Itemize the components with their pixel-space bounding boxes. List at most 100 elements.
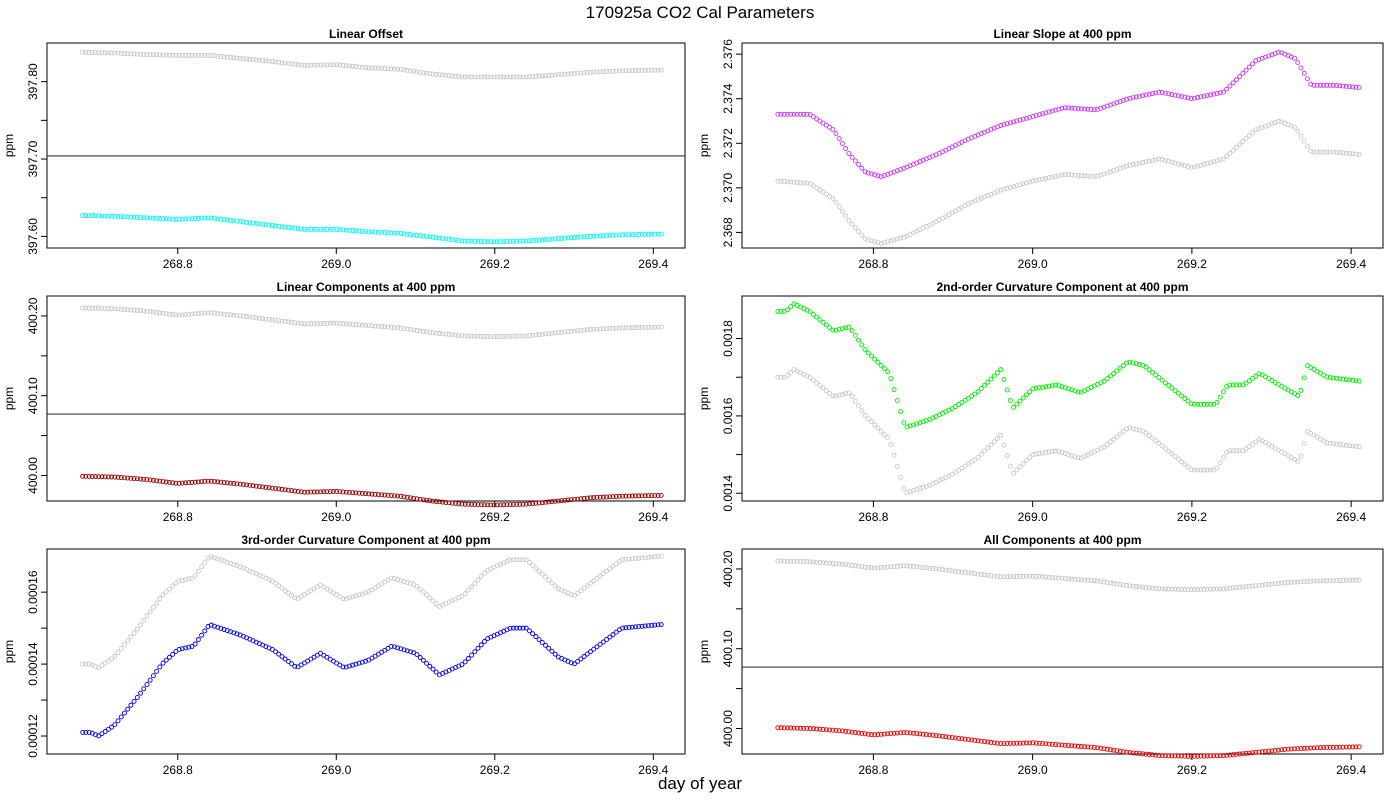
data-point bbox=[102, 474, 108, 480]
data-point bbox=[478, 574, 484, 579]
data-point bbox=[263, 58, 269, 64]
data-point bbox=[940, 567, 945, 573]
data-point bbox=[991, 573, 997, 579]
data-point bbox=[366, 65, 372, 71]
data-point bbox=[836, 204, 842, 210]
data-point bbox=[179, 480, 185, 486]
data-point bbox=[189, 311, 195, 317]
plot-frame bbox=[741, 295, 1384, 502]
data-point bbox=[604, 637, 610, 642]
data-point bbox=[856, 228, 862, 234]
data-point bbox=[266, 58, 272, 64]
data-point bbox=[93, 474, 98, 480]
data-point bbox=[366, 323, 372, 329]
data-point bbox=[830, 327, 836, 333]
data-point bbox=[1114, 434, 1120, 440]
data-point bbox=[459, 333, 465, 339]
data-point bbox=[1007, 184, 1013, 190]
data-point bbox=[1007, 397, 1013, 403]
data-point bbox=[936, 733, 942, 739]
data-point bbox=[340, 489, 346, 495]
data-point bbox=[273, 317, 278, 323]
data-point bbox=[150, 604, 156, 610]
data-point bbox=[144, 52, 150, 58]
data-point bbox=[530, 562, 536, 568]
data-point bbox=[417, 328, 423, 334]
data-point bbox=[282, 224, 288, 230]
data-point bbox=[1250, 61, 1255, 67]
data-point bbox=[154, 215, 160, 221]
data-point bbox=[1020, 461, 1026, 467]
data-point bbox=[128, 475, 134, 481]
data-point bbox=[475, 238, 481, 244]
data-point bbox=[443, 500, 449, 505]
data-point bbox=[623, 625, 629, 631]
data-point bbox=[1049, 108, 1055, 114]
data-point bbox=[865, 565, 871, 570]
data-point bbox=[1072, 388, 1078, 394]
data-point bbox=[440, 72, 446, 78]
data-point bbox=[1001, 574, 1007, 580]
data-point bbox=[80, 661, 86, 667]
data-point bbox=[257, 315, 262, 321]
data-point bbox=[1295, 60, 1301, 65]
data-point bbox=[244, 314, 250, 320]
data-point bbox=[539, 331, 545, 337]
data-point bbox=[408, 327, 413, 332]
data-point bbox=[823, 560, 829, 566]
data-point bbox=[568, 592, 574, 597]
data-point bbox=[118, 475, 124, 481]
data-point bbox=[584, 583, 590, 589]
data-point bbox=[366, 491, 372, 497]
data-point bbox=[1085, 173, 1091, 179]
data-point bbox=[1062, 742, 1068, 748]
data-point bbox=[369, 491, 375, 497]
data-point bbox=[205, 215, 211, 221]
data-point bbox=[1107, 373, 1113, 379]
data-point bbox=[1227, 585, 1233, 591]
data-point bbox=[427, 498, 433, 504]
data-point bbox=[1353, 744, 1359, 750]
data-point bbox=[1159, 753, 1165, 759]
data-point bbox=[565, 235, 571, 241]
data-point bbox=[199, 479, 205, 485]
data-point bbox=[166, 654, 172, 660]
data-point bbox=[424, 497, 430, 503]
data-point bbox=[481, 74, 487, 80]
data-point bbox=[1027, 573, 1033, 579]
data-point bbox=[388, 493, 394, 499]
data-point bbox=[157, 664, 163, 670]
series-1 bbox=[775, 367, 1362, 496]
data-point bbox=[785, 179, 790, 185]
data-point bbox=[1169, 586, 1175, 592]
data-point bbox=[1201, 467, 1207, 473]
data-point bbox=[436, 72, 442, 78]
data-point bbox=[1243, 584, 1249, 590]
data-point bbox=[604, 568, 610, 574]
data-point bbox=[865, 170, 871, 176]
data-point bbox=[327, 62, 333, 68]
data-point bbox=[869, 238, 874, 244]
data-point bbox=[1240, 751, 1246, 757]
data-point bbox=[830, 727, 836, 733]
data-point bbox=[982, 448, 987, 454]
data-point bbox=[263, 316, 269, 322]
data-point bbox=[1124, 163, 1130, 169]
data-point bbox=[1130, 583, 1136, 589]
data-point bbox=[1120, 582, 1126, 588]
data-point bbox=[530, 74, 536, 80]
data-point bbox=[327, 320, 333, 326]
x-tick-label: 269.2 bbox=[480, 257, 510, 271]
data-point bbox=[469, 501, 475, 507]
x-tick-label: 269.4 bbox=[638, 257, 668, 271]
data-point bbox=[1243, 750, 1249, 756]
data-point bbox=[1250, 130, 1255, 136]
data-point bbox=[1185, 587, 1191, 593]
data-point bbox=[807, 375, 813, 381]
data-point bbox=[1004, 574, 1010, 580]
data-point bbox=[102, 306, 108, 311]
data-point bbox=[652, 554, 658, 560]
data-point bbox=[202, 52, 208, 58]
data-point bbox=[620, 232, 626, 238]
